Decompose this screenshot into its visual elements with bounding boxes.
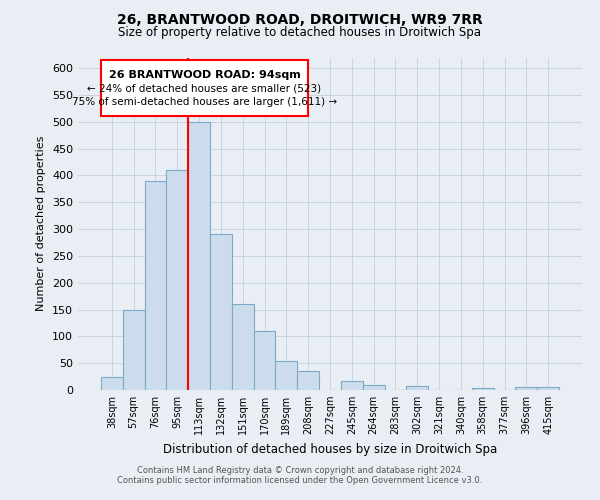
Text: 75% of semi-detached houses are larger (1,611) →: 75% of semi-detached houses are larger (… — [72, 96, 337, 106]
Bar — [275, 360, 297, 390]
Bar — [101, 60, 308, 116]
Bar — [123, 310, 145, 390]
Bar — [515, 388, 537, 390]
Text: Size of property relative to detached houses in Droitwich Spa: Size of property relative to detached ho… — [119, 26, 482, 39]
Bar — [537, 388, 559, 390]
Bar — [254, 331, 275, 390]
X-axis label: Distribution of detached houses by size in Droitwich Spa: Distribution of detached houses by size … — [163, 442, 497, 456]
Text: 26 BRANTWOOD ROAD: 94sqm: 26 BRANTWOOD ROAD: 94sqm — [109, 70, 301, 80]
Text: Contains HM Land Registry data © Crown copyright and database right 2024.: Contains HM Land Registry data © Crown c… — [137, 466, 463, 475]
Bar — [188, 122, 210, 390]
Bar — [101, 376, 123, 390]
Text: Contains public sector information licensed under the Open Government Licence v3: Contains public sector information licen… — [118, 476, 482, 485]
Bar — [210, 234, 232, 390]
Bar — [166, 170, 188, 390]
Bar — [363, 384, 385, 390]
Text: 26, BRANTWOOD ROAD, DROITWICH, WR9 7RR: 26, BRANTWOOD ROAD, DROITWICH, WR9 7RR — [117, 12, 483, 26]
Text: ← 24% of detached houses are smaller (523): ← 24% of detached houses are smaller (52… — [88, 83, 322, 93]
Y-axis label: Number of detached properties: Number of detached properties — [37, 136, 46, 312]
Bar — [472, 388, 494, 390]
Bar — [297, 371, 319, 390]
Bar — [341, 381, 363, 390]
Bar — [145, 181, 166, 390]
Bar — [232, 304, 254, 390]
Bar — [406, 386, 428, 390]
